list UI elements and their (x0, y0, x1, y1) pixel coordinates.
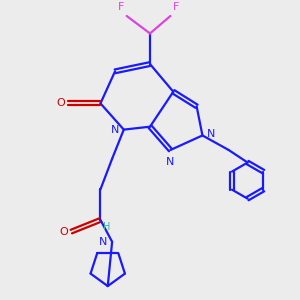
Text: F: F (117, 2, 124, 13)
Text: N: N (111, 124, 119, 135)
Text: O: O (56, 98, 65, 108)
Text: F: F (173, 2, 180, 13)
Text: N: N (166, 157, 175, 167)
Text: N: N (98, 237, 107, 247)
Text: H: H (103, 223, 111, 232)
Text: N: N (207, 129, 215, 139)
Text: O: O (59, 226, 68, 237)
